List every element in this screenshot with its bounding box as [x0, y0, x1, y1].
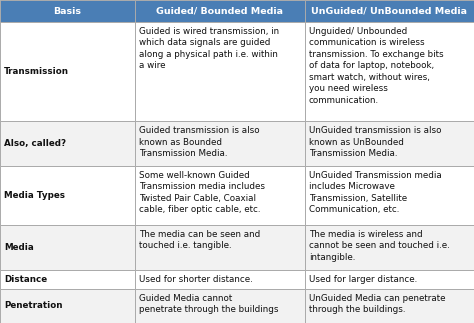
Bar: [135, 121, 305, 166]
Bar: [135, 166, 305, 225]
Text: Media Types: Media Types: [4, 191, 65, 200]
Text: Guided transmission is also
known as Bounded
Transmission Media.: Guided transmission is also known as Bou…: [139, 126, 260, 158]
Bar: [135, 225, 305, 269]
Text: Some well-known Guided
Transmission media includes
Twisted Pair Cable, Coaxial
c: Some well-known Guided Transmission medi…: [139, 171, 265, 214]
Text: UnGuided/ UnBounded Media: UnGuided/ UnBounded Media: [311, 6, 467, 16]
Text: Used for shorter distance.: Used for shorter distance.: [139, 275, 253, 284]
Bar: [305, 288, 474, 323]
Bar: [0, 0, 135, 22]
Text: Media: Media: [4, 243, 34, 252]
Bar: [0, 269, 135, 288]
Bar: [305, 22, 474, 121]
Bar: [305, 166, 474, 225]
Bar: [305, 269, 474, 288]
Text: Unguided/ Unbounded
communication is wireless
transmission. To exchange bits
of : Unguided/ Unbounded communication is wir…: [309, 27, 443, 105]
Bar: [0, 166, 135, 225]
Text: Guided is wired transmission, in
which data signals are guided
along a physical : Guided is wired transmission, in which d…: [139, 27, 279, 70]
Bar: [305, 0, 474, 22]
Text: The media is wireless and
cannot be seen and touched i.e.
intangible.: The media is wireless and cannot be seen…: [309, 230, 449, 262]
Text: The media can be seen and
touched i.e. tangible.: The media can be seen and touched i.e. t…: [139, 230, 260, 250]
Bar: [0, 288, 135, 323]
Text: Guided Media cannot
penetrate through the buildings: Guided Media cannot penetrate through th…: [139, 294, 279, 314]
Bar: [135, 288, 305, 323]
Text: UnGuided Media can penetrate
through the buildings.: UnGuided Media can penetrate through the…: [309, 294, 445, 314]
Bar: [135, 269, 305, 288]
Bar: [0, 225, 135, 269]
Text: Transmission: Transmission: [4, 67, 69, 76]
Bar: [305, 121, 474, 166]
Text: Also, called?: Also, called?: [4, 139, 66, 148]
Bar: [135, 0, 305, 22]
Text: UnGuided Transmission media
includes Microwave
Transmission, Satellite
Communica: UnGuided Transmission media includes Mic…: [309, 171, 442, 214]
Bar: [0, 22, 135, 121]
Text: Used for larger distance.: Used for larger distance.: [309, 275, 417, 284]
Text: UnGuided transmission is also
known as UnBounded
Transmission Media.: UnGuided transmission is also known as U…: [309, 126, 441, 158]
Bar: [135, 22, 305, 121]
Text: Distance: Distance: [4, 275, 47, 284]
Text: Penetration: Penetration: [4, 301, 63, 310]
Text: Basis: Basis: [54, 6, 82, 16]
Text: Guided/ Bounded Media: Guided/ Bounded Media: [156, 6, 283, 16]
Bar: [305, 225, 474, 269]
Bar: [0, 121, 135, 166]
